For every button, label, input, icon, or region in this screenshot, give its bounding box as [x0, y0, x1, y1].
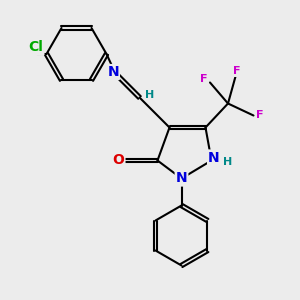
Text: O: O: [112, 154, 124, 167]
Text: H: H: [146, 89, 154, 100]
Text: F: F: [256, 110, 264, 121]
Text: F: F: [233, 66, 241, 76]
Text: N: N: [208, 151, 220, 164]
Text: Cl: Cl: [28, 40, 44, 54]
Text: H: H: [224, 157, 232, 167]
Text: F: F: [200, 74, 208, 85]
Text: N: N: [176, 172, 187, 185]
Text: N: N: [107, 65, 119, 79]
